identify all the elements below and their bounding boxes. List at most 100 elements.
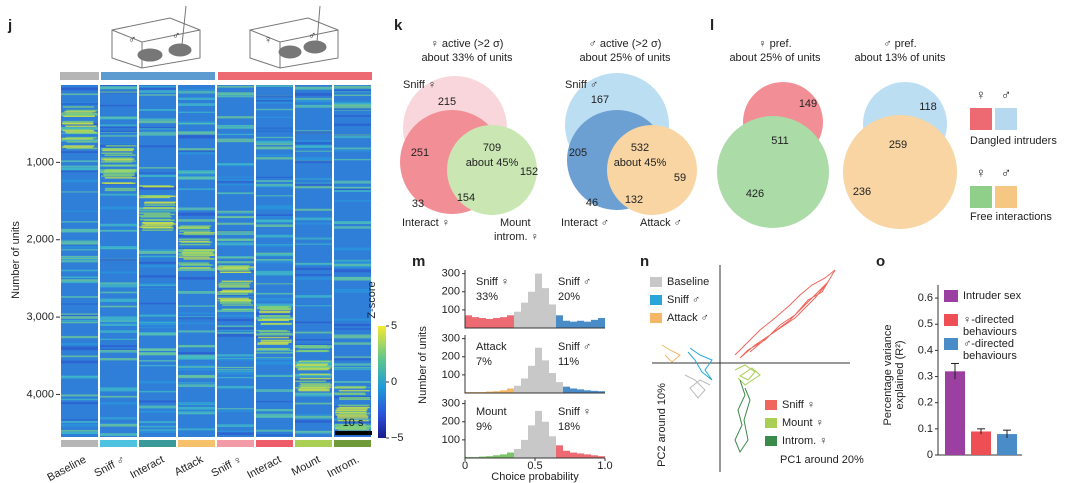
heatmap-row xyxy=(61,256,98,259)
bar xyxy=(971,431,991,455)
count: 236 xyxy=(853,186,871,198)
heatmap-row xyxy=(334,101,371,103)
legend-label: ♂-directed xyxy=(963,338,1014,350)
heatmap-row xyxy=(218,285,250,287)
heatmap-row xyxy=(101,157,133,159)
heatmap-row xyxy=(334,103,371,106)
heatmap-row xyxy=(139,411,176,413)
heatmap-row xyxy=(334,392,366,395)
scale-bar-label: 10 s xyxy=(343,417,364,429)
heatmap-row xyxy=(139,126,176,129)
heatmap-row xyxy=(100,229,137,232)
count: 132 xyxy=(625,194,643,206)
heatmap-row xyxy=(178,121,215,124)
heatmap-row xyxy=(139,275,176,278)
heatmap-row xyxy=(178,402,215,405)
heatmap-row xyxy=(334,367,371,369)
heatmap-row xyxy=(299,377,331,380)
legend-sex: ♂ xyxy=(1001,165,1012,181)
heatmap-row xyxy=(178,428,215,431)
heatmap-row xyxy=(217,239,254,242)
heatmap-row xyxy=(100,85,137,88)
heatmap-row xyxy=(295,98,332,101)
heatmap-row xyxy=(139,261,176,265)
heatmap-row xyxy=(64,110,96,113)
heatmap-row xyxy=(260,341,292,343)
heatmap-row xyxy=(295,378,332,382)
heatmap-row xyxy=(217,325,254,328)
heatmap-row xyxy=(178,90,215,94)
heatmap-row xyxy=(139,94,176,96)
column-bar xyxy=(256,440,293,447)
heatmap-row xyxy=(217,222,254,225)
heatmap-row xyxy=(179,267,211,269)
heatmap-row xyxy=(178,171,215,174)
legend-sex: ♀ xyxy=(976,165,987,181)
heatmap-row xyxy=(295,131,332,133)
heatmap-row xyxy=(217,293,249,295)
y-tick-label: 200 xyxy=(442,351,460,363)
heatmap-row xyxy=(217,328,254,332)
histogram-bar xyxy=(479,456,486,458)
column-bar xyxy=(100,440,137,447)
heatmap-row xyxy=(334,200,371,202)
heatmap-row xyxy=(100,358,137,361)
heatmap-row xyxy=(256,136,293,139)
heatmap-row xyxy=(180,225,212,227)
venn-title: about 25% of units xyxy=(579,52,671,64)
heatmap-row xyxy=(61,375,98,379)
heatmap-row xyxy=(66,141,98,143)
histogram-bar xyxy=(584,321,591,328)
heatmap-row xyxy=(217,231,254,233)
histogram-bar xyxy=(465,315,472,328)
heatmap-row xyxy=(335,411,367,414)
heatmap-row xyxy=(256,260,293,264)
histogram-bar xyxy=(521,439,528,458)
heatmap-row xyxy=(256,186,293,188)
histogram-label: Attack xyxy=(476,341,507,353)
histogram-bar xyxy=(584,390,591,393)
heatmap-row xyxy=(338,389,370,392)
heatmap-row xyxy=(259,348,291,350)
histogram-bar xyxy=(493,318,500,328)
heatmap-row xyxy=(334,261,371,265)
heatmap-row xyxy=(100,86,137,90)
heatmap-row xyxy=(217,267,249,270)
x-axis-label: Choice probability xyxy=(491,471,579,483)
heatmap-row xyxy=(256,416,293,418)
legend-label: behaviours xyxy=(963,326,1017,338)
heatmap-row xyxy=(334,336,371,339)
heatmap-row xyxy=(256,273,293,276)
heatmap-row xyxy=(295,380,327,382)
heatmap-row xyxy=(295,267,332,271)
venn-title: ♀ active (>2 σ) xyxy=(431,38,504,50)
heatmap-row xyxy=(295,431,332,434)
heatmap-row xyxy=(140,216,172,218)
y-tick-label: 0.1 xyxy=(918,423,933,435)
heatmap-row xyxy=(219,300,251,303)
heatmap-row xyxy=(139,109,176,111)
heatmap-row xyxy=(61,137,93,140)
heatmap-row xyxy=(61,321,98,324)
column-bar xyxy=(334,440,371,447)
heatmap-row xyxy=(297,368,329,371)
heatmap-row xyxy=(61,257,98,260)
heatmap-row xyxy=(334,328,371,330)
heatmap-row xyxy=(178,148,215,151)
heatmap-row xyxy=(61,360,98,364)
heatmap-row xyxy=(61,239,98,241)
heatmap-row xyxy=(217,366,254,369)
heatmap-row xyxy=(335,414,367,416)
heatmap-row xyxy=(256,85,293,87)
heatmap-row xyxy=(179,254,211,256)
heatmap-row xyxy=(100,104,137,107)
heatmap-row xyxy=(334,94,371,96)
heatmap-row xyxy=(100,338,137,341)
heatmap-row xyxy=(100,417,137,419)
heatmap-row xyxy=(139,174,176,178)
histogram-label: 7% xyxy=(476,356,492,368)
heatmap-row xyxy=(62,106,94,108)
heatmap-row xyxy=(139,215,171,217)
histogram-bar xyxy=(486,456,493,458)
